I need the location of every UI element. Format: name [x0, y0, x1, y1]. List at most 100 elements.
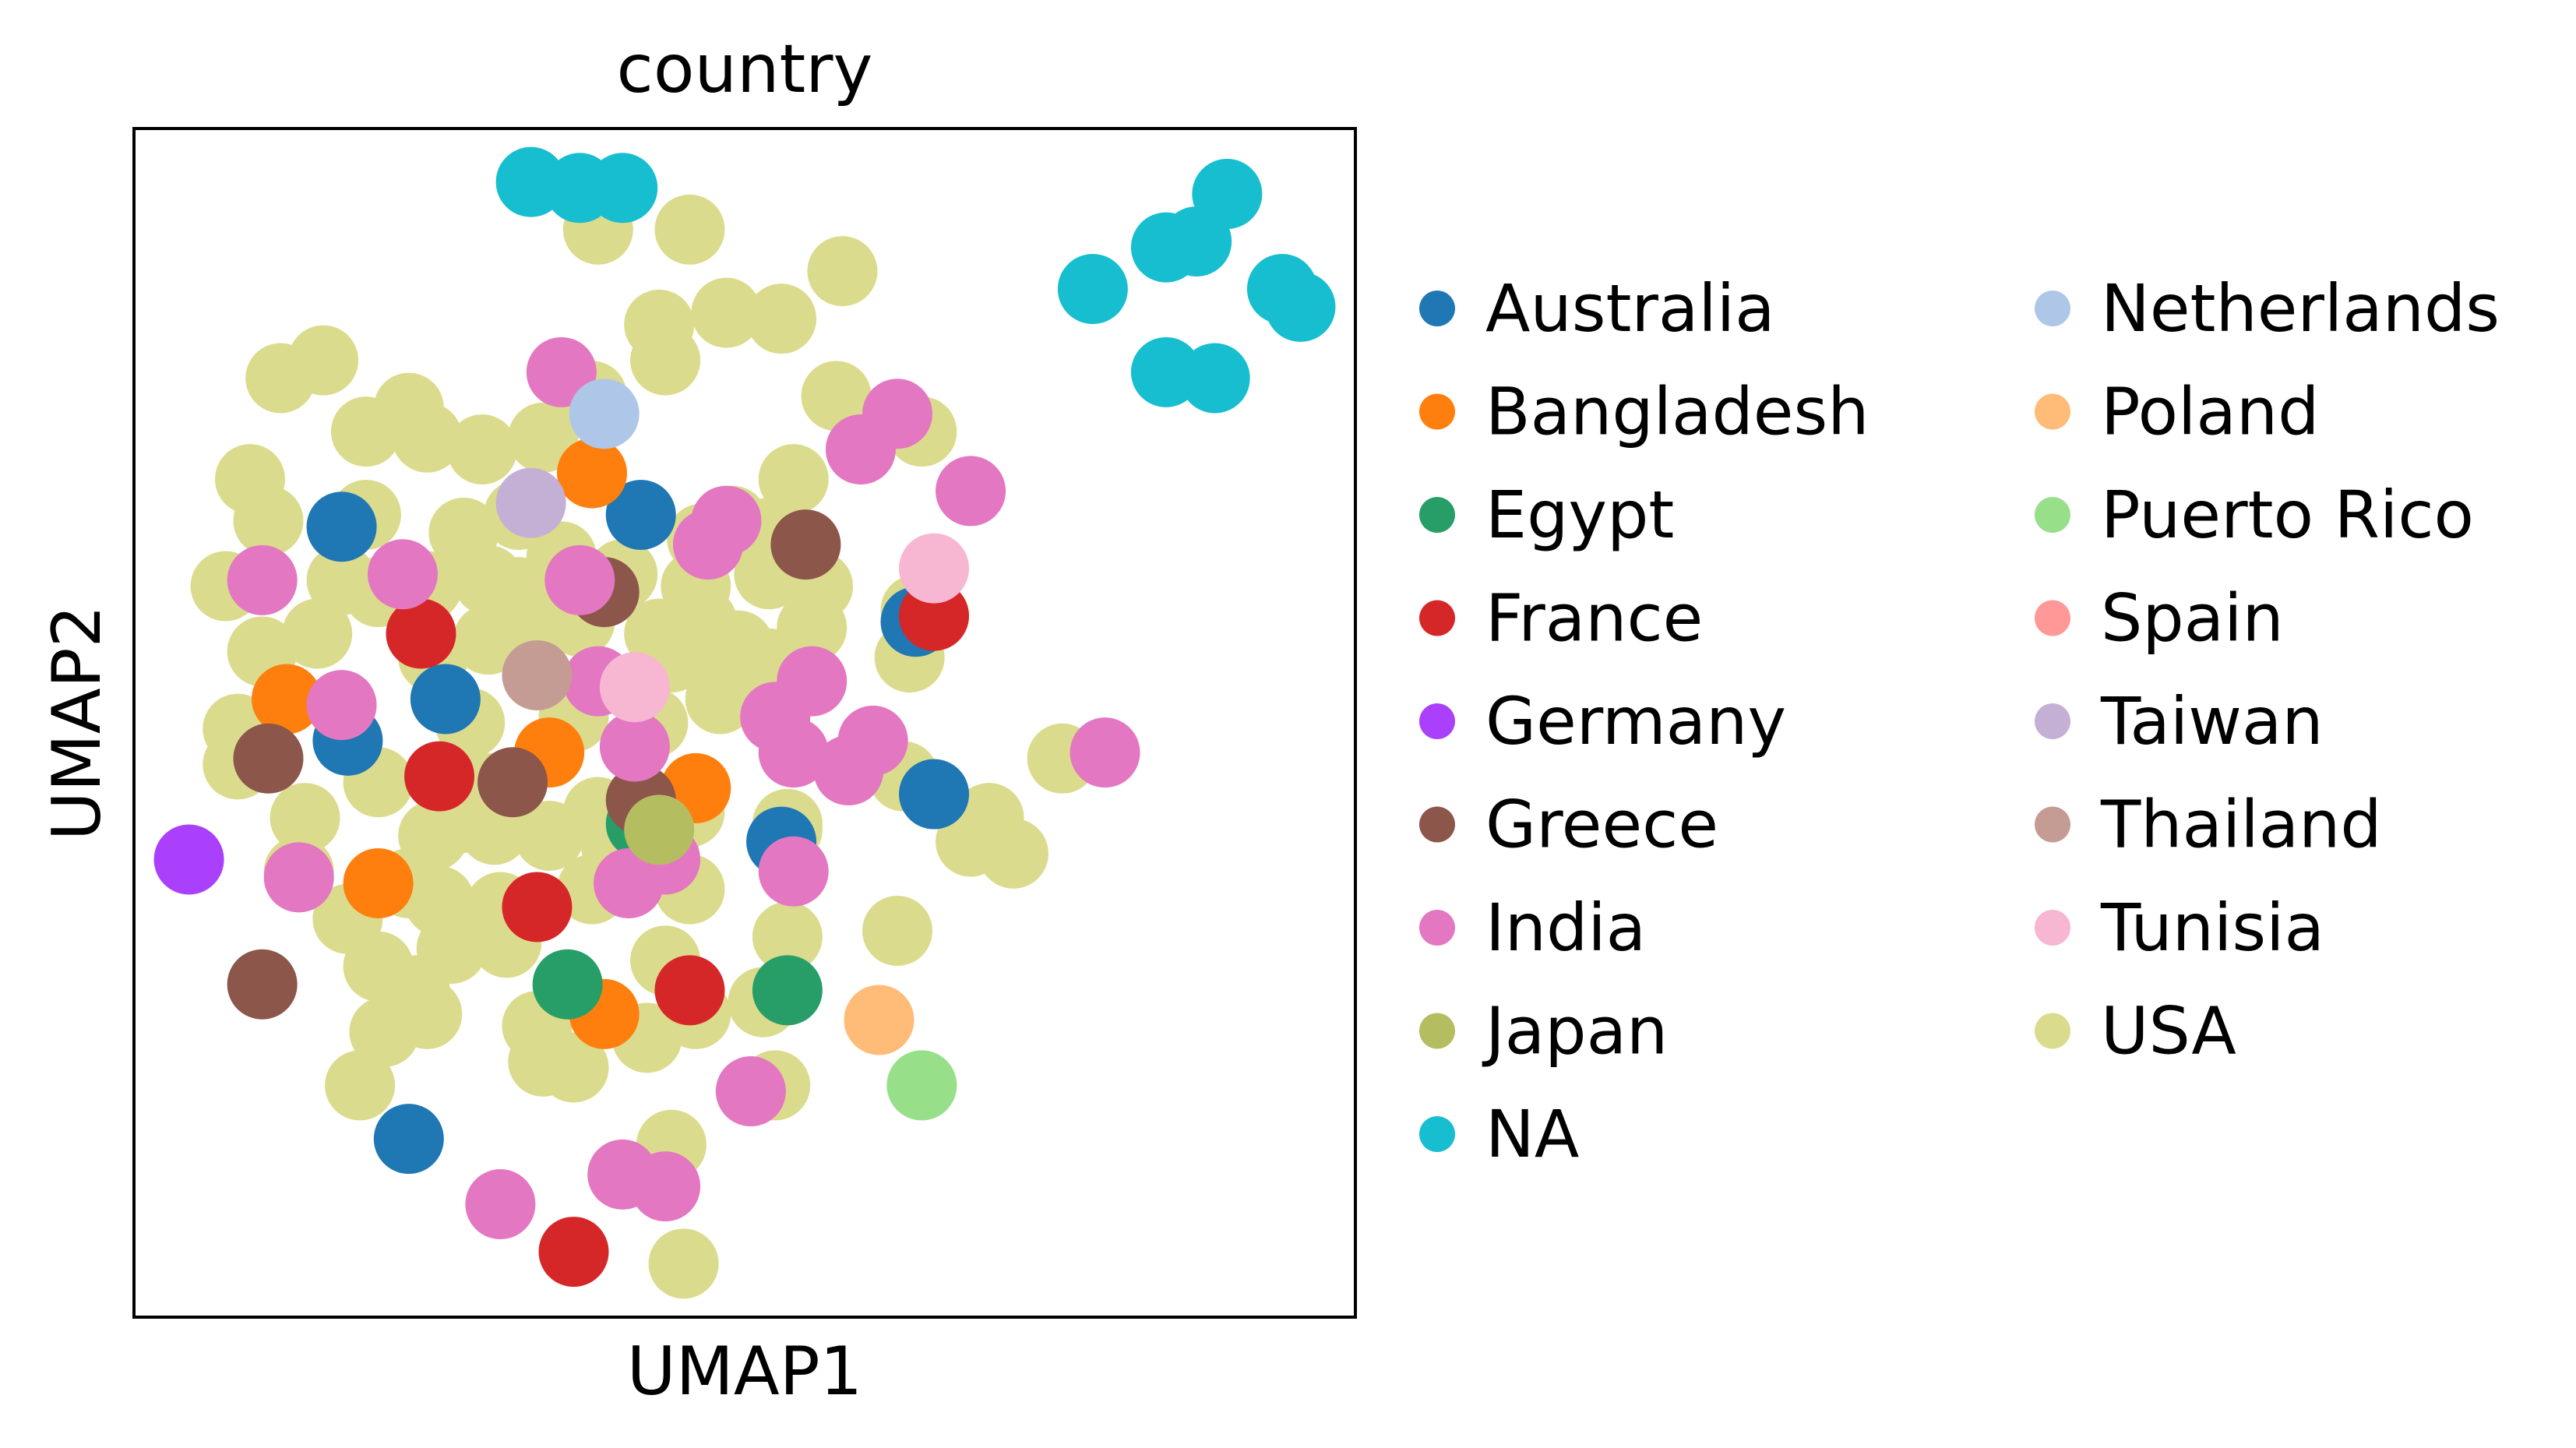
point-usa-102 — [648, 1228, 719, 1299]
point-usa-99 — [538, 1032, 609, 1103]
point-india-9 — [306, 670, 377, 741]
point-france-0 — [386, 598, 456, 669]
legend-marker-australia — [1419, 291, 1455, 326]
legend-marker-poland — [2035, 393, 2070, 430]
legend: Australia Bangladesh Egypt France Germany Gre… — [1419, 270, 2500, 1172]
point-bangladesh-4 — [343, 848, 414, 919]
point-na-10 — [1179, 343, 1250, 414]
point-usa-1 — [654, 194, 725, 265]
point-india-6 — [227, 544, 298, 615]
legend-marker-france — [1419, 600, 1455, 636]
point-na-2 — [587, 153, 658, 224]
point-usa-68 — [270, 783, 340, 854]
point-greece-2 — [233, 723, 304, 794]
point-france-4 — [654, 955, 725, 1026]
point-usa-5 — [746, 284, 817, 354]
point-australia-4 — [899, 759, 970, 830]
point-usa-18 — [233, 485, 304, 556]
point-taiwan-0 — [495, 467, 566, 538]
point-thailand-0 — [502, 639, 573, 710]
legend-marker-na — [1419, 1116, 1455, 1152]
legend-label-greece: Greece — [1485, 787, 1718, 863]
point-usa-88 — [416, 913, 487, 984]
legend-marker-greece — [1419, 806, 1455, 843]
point-india-3 — [936, 456, 1006, 527]
point-bangladesh-0 — [557, 438, 627, 509]
point-na-6 — [1057, 254, 1128, 325]
legend-marker-spain — [2035, 600, 2070, 636]
legend-label-usa: USA — [2101, 993, 2236, 1069]
point-tunisia-0 — [899, 533, 970, 604]
point-usa-73 — [514, 800, 585, 871]
point-australia-6 — [373, 1104, 444, 1175]
legend-marker-bangladesh — [1419, 393, 1455, 430]
point-tunisia-1 — [599, 652, 670, 723]
point-usa-56 — [685, 664, 756, 735]
point-usa-23 — [758, 444, 829, 515]
legend-label-poland: Poland — [2101, 374, 2319, 450]
point-egypt-1 — [752, 955, 823, 1026]
legend-label-bangladesh: Bangladesh — [1485, 374, 1869, 450]
legend-label-netherlands: Netherlands — [2101, 270, 2500, 347]
point-usa-93 — [392, 978, 463, 1049]
point-poland-0 — [844, 985, 914, 1055]
point-usa-15 — [801, 361, 872, 432]
point-usa-85 — [862, 896, 932, 967]
point-india-5 — [672, 509, 743, 580]
scatter-points — [153, 146, 1336, 1299]
point-egypt-0 — [532, 949, 603, 1020]
point-australia-1 — [605, 479, 676, 550]
point-usa-37 — [282, 598, 353, 669]
point-puerto-rico-0 — [886, 1050, 957, 1121]
point-usa-97 — [325, 1050, 396, 1121]
legend-label-tunisia: Tunisia — [2100, 890, 2324, 966]
point-bangladesh-1 — [252, 664, 322, 735]
legend-label-taiwan: Taiwan — [2100, 683, 2324, 759]
point-japan-0 — [624, 794, 695, 865]
legend-label-na: NA — [1485, 1096, 1579, 1172]
point-usa-12 — [446, 414, 517, 485]
point-greece-3 — [477, 747, 548, 818]
point-usa-4 — [691, 277, 762, 348]
point-india-2 — [825, 414, 896, 485]
legend-label-egypt: Egypt — [1485, 477, 1674, 553]
point-usa-7 — [288, 325, 359, 396]
point-india-7 — [367, 539, 438, 610]
legend-marker-puerto-rico — [2035, 497, 2070, 533]
legend-label-australia: Australia — [1485, 270, 1775, 347]
point-usa-2 — [807, 236, 878, 307]
point-australia-0 — [306, 491, 377, 562]
point-greece-5 — [227, 949, 298, 1020]
legend-marker-japan — [1419, 1013, 1455, 1049]
legend-marker-germany — [1419, 703, 1455, 739]
legend-label-india: India — [1485, 890, 1646, 966]
point-india-16 — [1070, 717, 1140, 788]
point-india-14 — [813, 735, 884, 806]
point-india-17 — [599, 711, 670, 782]
point-india-25 — [630, 1151, 701, 1222]
legend-label-puerto-rico: Puerto Rico — [2101, 477, 2474, 553]
chart-title: country — [617, 30, 873, 108]
point-na-8 — [1265, 271, 1336, 342]
point-usa-84 — [752, 901, 823, 972]
point-na-5 — [1130, 212, 1201, 283]
legend-label-spain: Spain — [2101, 580, 2284, 657]
x-axis-label: UMAP1 — [627, 1333, 863, 1411]
point-usa-67 — [978, 818, 1048, 889]
point-india-24 — [465, 1169, 536, 1240]
point-france-2 — [404, 741, 474, 812]
legend-label-japan: Japan — [1482, 993, 1668, 1069]
legend-marker-egypt — [1419, 497, 1455, 533]
point-india-20 — [263, 842, 334, 913]
legend-label-france: France — [1485, 580, 1703, 657]
legend-label-thailand: Thailand — [2100, 787, 2382, 863]
legend-label-germany: Germany — [1485, 683, 1786, 759]
y-axis-label: UMAP2 — [38, 605, 116, 841]
legend-marker-netherlands — [2035, 291, 2070, 326]
plot-frame — [132, 127, 1357, 1319]
legend-marker-taiwan — [2035, 703, 2070, 739]
point-greece-0 — [770, 509, 841, 580]
point-france-5 — [538, 1217, 609, 1288]
point-usa-10 — [330, 396, 401, 467]
point-usa-8 — [630, 325, 701, 396]
